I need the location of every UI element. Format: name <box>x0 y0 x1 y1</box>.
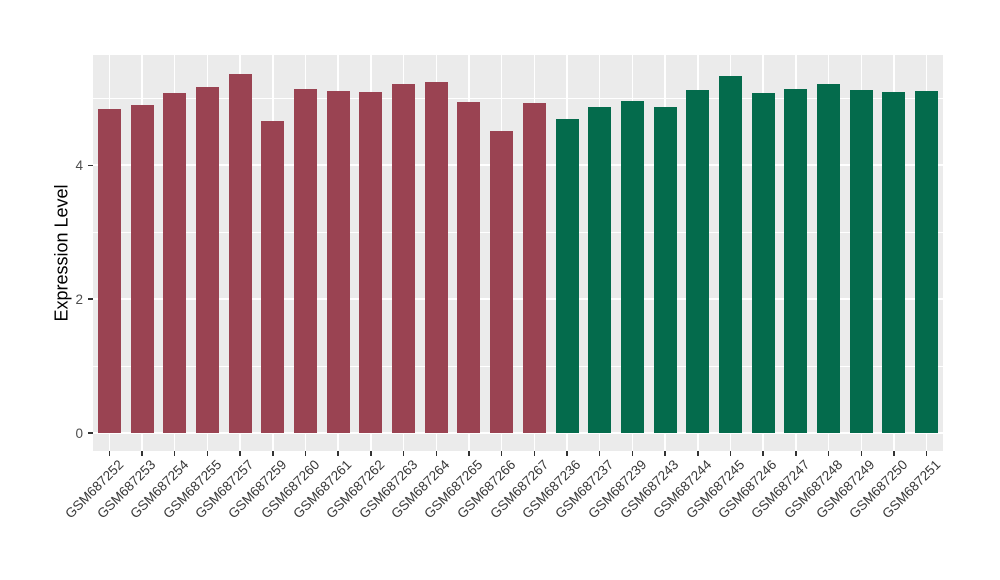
bar <box>751 93 775 433</box>
x-tick-mark <box>827 451 830 456</box>
bar <box>261 121 285 433</box>
plot-panel <box>93 55 943 451</box>
bar <box>882 91 906 433</box>
y-tick-label: 2 <box>75 291 83 307</box>
bar <box>555 119 579 433</box>
y-tick-mark <box>88 298 93 300</box>
bar <box>490 131 514 433</box>
minor-gridline <box>93 231 943 233</box>
y-tick-mark <box>88 432 93 434</box>
bar <box>130 104 154 433</box>
bar <box>784 89 808 433</box>
x-tick-mark <box>500 451 503 456</box>
bar <box>326 91 350 433</box>
bar <box>817 83 841 433</box>
bar <box>195 87 219 433</box>
x-tick-mark <box>795 451 797 456</box>
x-tick-mark <box>402 451 405 456</box>
minor-gridline <box>93 365 943 367</box>
bar <box>653 107 677 433</box>
bar <box>294 89 317 433</box>
y-tick-mark <box>88 164 93 167</box>
major-gridline <box>93 164 943 167</box>
x-tick-mark <box>272 451 274 456</box>
x-tick-mark <box>370 451 372 456</box>
x-tick-mark <box>566 451 568 456</box>
x-tick-mark <box>893 451 895 456</box>
x-tick-mark <box>337 451 339 456</box>
x-tick-mark <box>729 451 732 456</box>
bar <box>686 89 710 433</box>
x-tick-mark <box>762 451 764 456</box>
x-tick-mark <box>206 451 209 456</box>
x-tick-mark <box>239 451 241 456</box>
bar <box>620 101 644 433</box>
bar <box>392 84 416 433</box>
x-tick-mark <box>533 451 536 456</box>
x-tick-mark <box>173 451 176 456</box>
x-tick-mark <box>631 451 634 456</box>
bar <box>588 106 612 433</box>
bar <box>457 101 481 433</box>
x-tick-mark <box>925 451 928 456</box>
x-tick-mark <box>141 451 143 456</box>
bar <box>849 89 873 433</box>
y-tick-label: 4 <box>75 157 83 173</box>
x-tick-mark <box>664 451 666 456</box>
x-tick-mark <box>598 451 601 456</box>
bar <box>719 75 742 433</box>
bar <box>522 102 546 433</box>
x-tick-mark <box>697 451 699 456</box>
bar <box>359 91 383 433</box>
x-tick-mark <box>435 451 438 456</box>
x-tick-mark <box>468 451 470 456</box>
x-tick-mark <box>108 451 111 456</box>
major-gridline <box>93 298 943 301</box>
x-tick-mark <box>304 451 307 456</box>
bar <box>424 82 448 433</box>
y-tick-label: 0 <box>75 425 83 441</box>
x-tick-mark <box>860 451 863 456</box>
bar <box>97 108 121 433</box>
minor-gridline <box>93 98 943 99</box>
bar <box>915 91 939 433</box>
major-gridline <box>93 432 943 434</box>
bar <box>163 93 187 433</box>
bar <box>228 74 252 433</box>
